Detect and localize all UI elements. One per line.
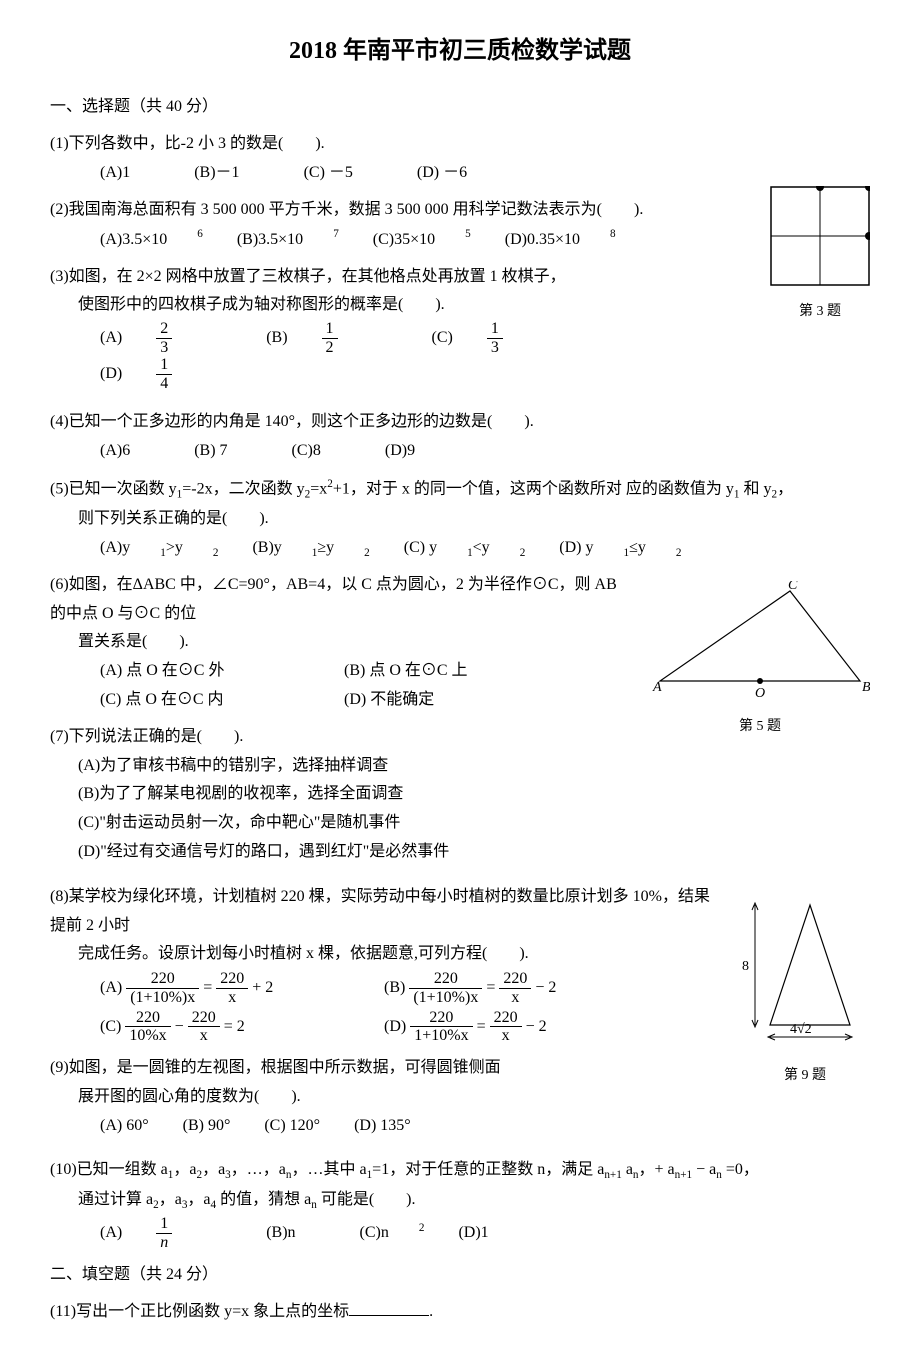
q8-optC: (C) 22010%x − 220x = 2 (100, 1008, 380, 1046)
q1-optA: (A)1 (100, 159, 130, 188)
q10-optC: (C)n2 (360, 1218, 425, 1248)
q8-optA: (A) 220(1+10%)x = 220x + 2 (100, 969, 380, 1007)
q3-optB: (B) 12 (266, 320, 397, 356)
question-1: (1)下列各数中，比-2 小 3 的数是( ). (A)1 (B)－1 (C) … (50, 130, 870, 188)
question-9: (9)如图，是一圆锥的左视图，根据图中所示数据，可得圆锥侧面 展开图的圆心角的度… (50, 1054, 870, 1140)
q2-optD: (D)0.35×108 (505, 224, 616, 254)
q4-optB: (B) 7 (194, 437, 227, 466)
q9-optC: (C) 120° (264, 1112, 320, 1141)
q1-text: (1)下列各数中，比-2 小 3 的数是( ). (50, 130, 870, 159)
q8-optD: (D) 2201+10%x = 220x − 2 (384, 1008, 547, 1046)
question-6: (6)如图，在ΔABC 中，∠C=90°，AB=4，以 C 点为圆心，2 为半径… (50, 571, 870, 715)
q2-optB: (B)3.5×107 (237, 224, 339, 254)
q11-end: . (429, 1303, 433, 1320)
question-7: (7)下列说法正确的是( ). (A)为了审核书稿中的错别字，选择抽样调查 (B… (50, 723, 870, 867)
q3-optD: (D) 14 (100, 356, 232, 392)
q9-optB: (B) 90° (183, 1112, 231, 1141)
q5-optA: (A)y1>y2 (100, 534, 218, 563)
q7-optB: (B)为了了解某电视剧的收视率，选择全面调查 (50, 780, 870, 809)
q8-row1: (A) 220(1+10%)x = 220x + 2 (B) 220(1+10%… (50, 969, 870, 1007)
q8-optB: (B) 220(1+10%)x = 220x − 2 (384, 969, 556, 1007)
q7-text: (7)下列说法正确的是( ). (50, 723, 870, 752)
q1-optC: (C) －5 (304, 159, 353, 188)
question-8: (8)某学校为绿化环境，计划植树 220 棵，实际劳动中每小时植树的数量比原计划… (50, 883, 870, 1046)
q10-optA: (A) 1n (100, 1215, 232, 1251)
q8-row2: (C) 22010%x − 220x = 2 (D) 2201+10%x = 2… (50, 1008, 870, 1046)
q9-options: (A) 60° (B) 90° (C) 120° (D) 135° (50, 1112, 870, 1141)
q10-options: (A) 1n (B)n (C)n2 (D)1 (50, 1215, 870, 1251)
q7-optC: (C)"射击运动员射一次，命中靶心"是随机事件 (50, 809, 870, 838)
q6-text2: 置关系是( ). (50, 628, 870, 657)
q5-optD: (D) y1≤y2 (559, 534, 681, 563)
q4-options: (A)6 (B) 7 (C)8 (D)9 (50, 437, 870, 466)
question-2: (2)我国南海总面积有 3 500 000 平方千米，数据 3 500 000 … (50, 196, 870, 255)
question-3: (3)如图，在 2×2 网格中放置了三枚棋子，在其他格点处再放置 1 枚棋子， … (50, 263, 870, 393)
q5-optC: (C) y1<y2 (404, 534, 526, 563)
q3-text1: (3)如图，在 2×2 网格中放置了三枚棋子，在其他格点处再放置 1 枚棋子， (50, 263, 870, 292)
q7-optD: (D)"经过有交通信号灯的路口，遇到红灯"是必然事件 (50, 838, 870, 867)
q8-text1: (8)某学校为绿化环境，计划植树 220 棵，实际劳动中每小时植树的数量比原计划… (50, 883, 870, 941)
q6-optB: (B) 点 O 在⊙C 上 (344, 657, 468, 686)
q1-optD: (D) －6 (417, 159, 467, 188)
q10-text1: (10)已知一组数 a1，a2，a3，…，an，…其中 a1=1，对于任意的正整… (50, 1156, 870, 1185)
q1-options: (A)1 (B)－1 (C) －5 (D) －6 (50, 159, 870, 188)
q9-text2: 展开图的圆心角的度数为( ). (50, 1083, 870, 1112)
section-2-header: 二、填空题（共 24 分） (50, 1261, 870, 1290)
exam-title: 2018 年南平市初三质检数学试题 (50, 30, 870, 73)
question-4: (4)已知一个正多边形的内角是 140°，则这个正多边形的边数是( ). (A)… (50, 408, 870, 466)
q9-text1: (9)如图，是一圆锥的左视图，根据图中所示数据，可得圆锥侧面 (50, 1054, 870, 1083)
section-1-header: 一、选择题（共 40 分） (50, 93, 870, 122)
q8-text2: 完成任务。设原计划每小时植树 x 棵，依据题意,可列方程( ). (50, 940, 870, 969)
q3-optA: (A) 23 (100, 320, 232, 356)
q4-text: (4)已知一个正多边形的内角是 140°，则这个正多边形的边数是( ). (50, 408, 870, 437)
q10-optD: (D)1 (458, 1219, 488, 1248)
q5-text2: 则下列关系正确的是( ). (50, 505, 870, 534)
question-11: (11)写出一个正比例函数 y=x 象上点的坐标. (50, 1298, 870, 1327)
q9-optD: (D) 135° (354, 1112, 411, 1141)
q5-optB: (B)y1≥y2 (252, 534, 369, 563)
question-10: (10)已知一组数 a1，a2，a3，…，an，…其中 a1=1，对于任意的正整… (50, 1156, 870, 1251)
q6-optD: (D) 不能确定 (344, 686, 434, 715)
q2-options: (A)3.5×106 (B)3.5×107 (C)35×105 (D)0.35×… (50, 224, 870, 254)
q6-text1: (6)如图，在ΔABC 中，∠C=90°，AB=4，以 C 点为圆心，2 为半径… (50, 571, 870, 629)
q3-optC: (C) 13 (432, 320, 563, 356)
q11-text: (11)写出一个正比例函数 y=x 象上点的坐标 (50, 1303, 349, 1320)
q3-options: (A) 23 (B) 12 (C) 13 (D) 14 (50, 320, 870, 392)
q9-optA: (A) 60° (100, 1112, 149, 1141)
q1-optB: (B)－1 (194, 159, 239, 188)
q6-row2: (C) 点 O 在⊙C 内 (D) 不能确定 (50, 686, 870, 715)
q6-optC: (C) 点 O 在⊙C 内 (100, 686, 340, 715)
q2-optA: (A)3.5×106 (100, 224, 203, 254)
q4-optA: (A)6 (100, 437, 130, 466)
q5-text1: (5)已知一次函数 y1=-2x，二次函数 y2=x2+1，对于 x 的同一个值… (50, 474, 870, 505)
q5-options: (A)y1>y2 (B)y1≥y2 (C) y1<y2 (D) y1≤y2 (50, 534, 870, 563)
q10-optB: (B)n (266, 1219, 325, 1248)
q2-optC: (C)35×105 (373, 224, 471, 254)
q2-text: (2)我国南海总面积有 3 500 000 平方千米，数据 3 500 000 … (50, 196, 870, 225)
q6-row1: (A) 点 O 在⊙C 外 (B) 点 O 在⊙C 上 (50, 657, 870, 686)
q7-optA: (A)为了审核书稿中的错别字，选择抽样调查 (50, 752, 870, 781)
q6-optA: (A) 点 O 在⊙C 外 (100, 657, 340, 686)
q3-text2: 使图形中的四枚棋子成为轴对称图形的概率是( ). (50, 291, 870, 320)
q10-text2: 通过计算 a2，a3，a4 的值，猜想 an 可能是( ). (50, 1186, 870, 1215)
q4-optD: (D)9 (385, 437, 415, 466)
question-5: (5)已知一次函数 y1=-2x，二次函数 y2=x2+1，对于 x 的同一个值… (50, 474, 870, 563)
q4-optC: (C)8 (292, 437, 321, 466)
